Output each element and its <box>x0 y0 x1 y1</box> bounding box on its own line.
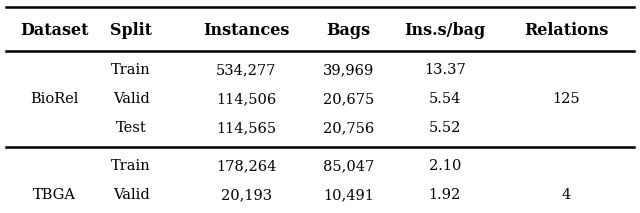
Text: 20,193: 20,193 <box>221 188 272 202</box>
Text: 39,969: 39,969 <box>323 63 374 77</box>
Text: 85,047: 85,047 <box>323 159 374 173</box>
Text: 4: 4 <box>562 188 571 202</box>
Text: Split: Split <box>110 22 152 39</box>
Text: TBGA: TBGA <box>33 188 76 202</box>
Text: 114,565: 114,565 <box>216 121 276 135</box>
Text: 10,491: 10,491 <box>323 188 374 202</box>
Text: 114,506: 114,506 <box>216 92 276 106</box>
Text: Train: Train <box>111 159 151 173</box>
Text: Dataset: Dataset <box>20 22 89 39</box>
Text: 178,264: 178,264 <box>216 159 276 173</box>
Text: Valid: Valid <box>113 92 150 106</box>
Text: Bags: Bags <box>327 22 371 39</box>
Text: Train: Train <box>111 63 151 77</box>
Text: Valid: Valid <box>113 188 150 202</box>
Text: 1.92: 1.92 <box>429 188 461 202</box>
Text: 13.37: 13.37 <box>424 63 466 77</box>
Text: Instances: Instances <box>204 22 289 39</box>
Text: 20,675: 20,675 <box>323 92 374 106</box>
Text: Relations: Relations <box>524 22 609 39</box>
Text: 2.10: 2.10 <box>429 159 461 173</box>
Text: Test: Test <box>116 121 147 135</box>
Text: 5.54: 5.54 <box>429 92 461 106</box>
Text: 5.52: 5.52 <box>429 121 461 135</box>
Text: 125: 125 <box>552 92 580 106</box>
Text: Ins.s/bag: Ins.s/bag <box>404 22 485 39</box>
Text: 20,756: 20,756 <box>323 121 374 135</box>
Text: BioRel: BioRel <box>30 92 79 106</box>
Text: 534,277: 534,277 <box>216 63 276 77</box>
